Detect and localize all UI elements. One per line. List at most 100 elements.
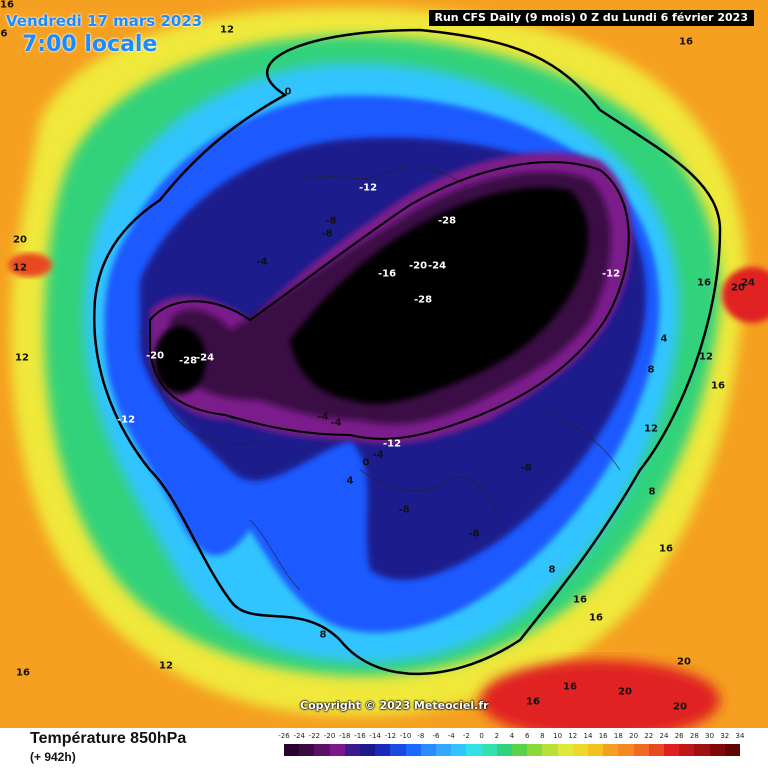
isotherm-label: 16 xyxy=(16,667,30,679)
legend-swatch xyxy=(633,744,649,756)
isotherm-label: 20 xyxy=(618,686,632,698)
isotherm-label: 8 xyxy=(648,486,656,498)
legend-swatch xyxy=(679,744,695,756)
legend-tick-label: 20 xyxy=(629,732,639,740)
legend-tick-label: -12 xyxy=(384,732,397,740)
legend-tick-label: 22 xyxy=(644,732,654,740)
isotherm-label: 20 xyxy=(13,234,27,246)
legend-tick-label: -8 xyxy=(417,732,425,740)
legend-tick-label: 24 xyxy=(659,732,669,740)
legend-tick-label: 2 xyxy=(494,732,500,740)
isotherm-label: 16 xyxy=(589,612,603,624)
isotherm-label: 0 xyxy=(284,86,292,98)
isotherm-label: -12 xyxy=(382,438,402,450)
legend-swatch xyxy=(390,744,406,756)
isotherm-label: 0 xyxy=(362,457,370,469)
legend-tick-label: -2 xyxy=(462,732,470,740)
valid-date: Vendredi 17 mars 2023 xyxy=(6,12,203,30)
isotherm-label: 20 xyxy=(677,656,691,668)
isotherm-label: -12 xyxy=(358,182,378,194)
isotherm-label: 12 xyxy=(159,660,173,672)
isotherm-label: 24 xyxy=(741,277,755,289)
legend-swatch xyxy=(618,744,634,756)
isotherm-label: -8 xyxy=(321,228,333,240)
legend-swatch xyxy=(588,744,604,756)
legend-swatch xyxy=(344,744,361,756)
legend-swatch xyxy=(527,744,543,756)
legend-tick-label: 12 xyxy=(568,732,578,740)
legend-tick-label: -22 xyxy=(308,732,321,740)
local-time: 7:00 locale xyxy=(22,32,158,57)
legend-tick-label: -24 xyxy=(293,732,305,740)
legend-swatch xyxy=(512,744,528,756)
legend-tick-label: -10 xyxy=(399,732,412,740)
isotherm-label: -20 xyxy=(408,260,428,272)
isotherm-label: 16 xyxy=(526,696,540,708)
legend-swatch xyxy=(542,744,558,756)
legend-tick-label: 18 xyxy=(613,732,623,740)
run-info-banner: Run CFS Daily (9 mois) 0 Z du Lundi 6 fé… xyxy=(428,10,754,26)
footer: Température 850hPa (+ 942h) -26 -24 -22 -20… xyxy=(0,728,768,768)
isotherm-label: 16 xyxy=(679,36,693,48)
zone-red-east xyxy=(722,267,768,323)
legend-labels: -26 -24 -22 -20 -18 -16 -14 -12 -10 -8 -6 -4 -2 0 2 4 6 8… xyxy=(278,732,744,744)
isotherm-label: 4 xyxy=(346,475,354,487)
legend-swatch xyxy=(451,744,467,756)
legend-swatch xyxy=(709,744,725,756)
legend-tick-label: -14 xyxy=(369,732,381,740)
isotherm-label: 6 xyxy=(0,28,8,40)
legend-swatch xyxy=(299,744,315,756)
legend-swatch xyxy=(466,744,482,756)
isotherm-label: -28 xyxy=(413,294,433,306)
legend-swatch xyxy=(405,744,421,756)
legend-swatch xyxy=(724,744,741,756)
isotherm-label: -4 xyxy=(330,417,342,429)
temperature-map xyxy=(0,0,768,728)
isotherm-label: -8 xyxy=(520,462,532,474)
isotherm-label: 16 xyxy=(563,681,577,693)
zone-black-core xyxy=(290,187,589,405)
legend-swatch xyxy=(557,744,573,756)
legend-tick-label: 6 xyxy=(524,732,530,740)
isotherm-label: -4 xyxy=(372,449,384,461)
isotherm-label: 8 xyxy=(647,364,655,376)
isotherm-label: -4 xyxy=(256,256,268,268)
legend-swatch xyxy=(694,744,710,756)
isotherm-label: 8 xyxy=(548,564,556,576)
legend-swatch xyxy=(436,744,452,756)
isotherm-label: -12 xyxy=(601,268,621,280)
legend-tick-label: 30 xyxy=(705,732,715,740)
legend-tick-label: 14 xyxy=(583,732,593,740)
forecast-hour: (+ 942h) xyxy=(30,750,76,764)
isotherm-label: -28 xyxy=(437,215,457,227)
legend-tick-label: -4 xyxy=(447,732,455,740)
isotherm-label: -4 xyxy=(317,411,329,423)
legend-swatch xyxy=(329,744,345,756)
isotherm-label: -28 xyxy=(178,355,198,367)
legend-tick-label: 10 xyxy=(553,732,563,740)
isotherm-zero xyxy=(93,28,722,676)
legend-tick-label: -18 xyxy=(339,732,351,740)
legend-tick-label: 4 xyxy=(509,732,515,740)
legend-swatch xyxy=(664,744,680,756)
isotherm-label: 12 xyxy=(644,423,658,435)
isotherm-label: 12 xyxy=(15,352,29,364)
legend-swatch xyxy=(572,744,589,756)
legend-tick-label: 32 xyxy=(720,732,730,740)
legend-tick-label: -6 xyxy=(432,732,440,740)
legend-swatch xyxy=(284,744,300,756)
isotherm-label: 20 xyxy=(731,282,745,294)
legend-swatch xyxy=(603,744,619,756)
legend-tick-label: 16 xyxy=(598,732,608,740)
legend-tick-label: -26 xyxy=(278,732,290,740)
isotherm-label: 12 xyxy=(699,351,713,363)
legend-swatch xyxy=(496,744,513,756)
parameter-title: Température 850hPa xyxy=(30,730,187,747)
isotherm-label: 12 xyxy=(13,262,27,274)
legend-swatch xyxy=(360,744,376,756)
isotherm-label: -12 xyxy=(116,414,136,426)
legend-swatch xyxy=(314,744,330,756)
isotherm-label: 16 xyxy=(0,0,14,11)
legend-tick-label: 28 xyxy=(689,732,699,740)
legend-tick-label: 34 xyxy=(735,732,745,740)
